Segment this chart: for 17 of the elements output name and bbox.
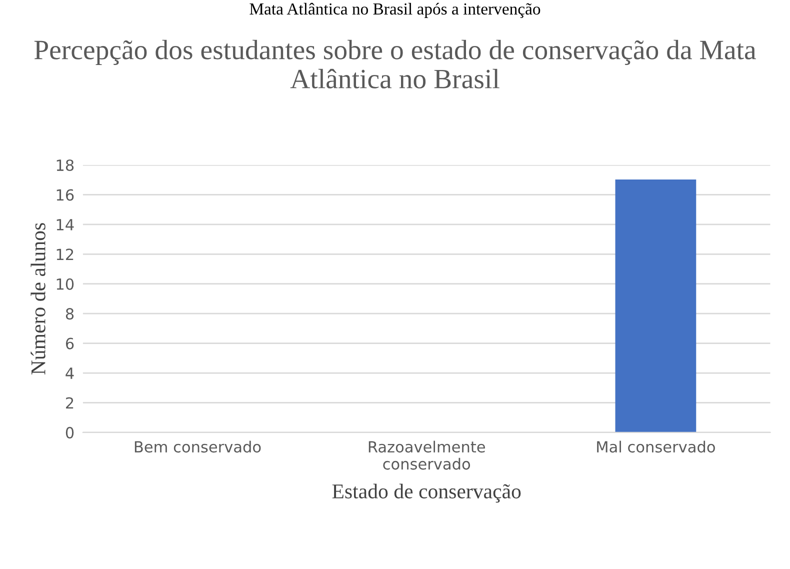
x-tick-label: Bem conservado — [134, 440, 261, 453]
y-tick-label: 8 — [66, 308, 74, 320]
text: Mata Atlântica no Brasil após a intervenção — [250, 2, 540, 18]
y-tick-label: 12 — [56, 248, 74, 260]
y-tick-label: 4 — [66, 368, 74, 379]
x-tick-label: Mal conservado — [597, 440, 715, 453]
y-tick-label: 10 — [56, 278, 74, 290]
x-axis-title: Estado de conservação — [332, 484, 521, 503]
y-tick-label: 16 — [56, 189, 74, 201]
y-tick-label: 18 — [56, 159, 74, 172]
y-axis-title: Número de alunos — [30, 223, 46, 374]
y-tick-label: 6 — [66, 338, 74, 350]
x-tick-label: Razoavelmente conservado — [368, 440, 485, 470]
y-tick-label: 0 — [66, 426, 74, 438]
y-tick-label: 2 — [66, 397, 74, 409]
chart-title: Percepção dos estudantes sobre o estado de conservação da Mata Atlântica no Brasil — [34, 40, 756, 88]
y-tick-label: 14 — [56, 219, 74, 230]
